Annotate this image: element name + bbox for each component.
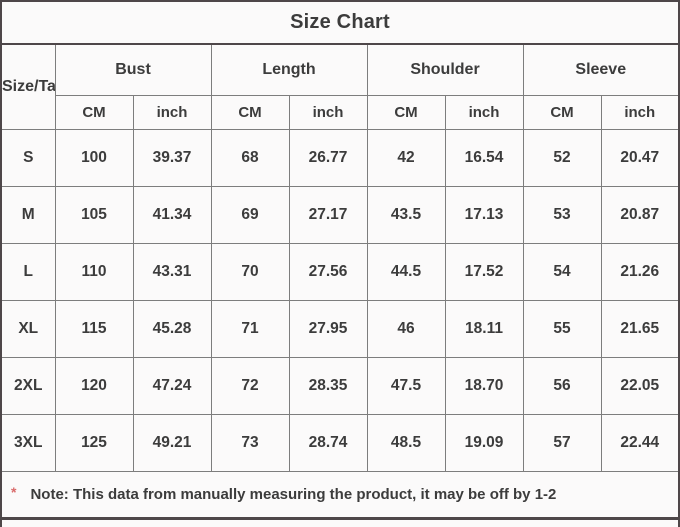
measurement-cell: 28.35 [288,357,368,415]
measurement-cell: 43.31 [132,243,212,301]
unit-header-length-cm: CM [210,95,290,130]
measurement-cell: 120 [54,357,134,415]
group-header-sleeve: Sleeve [522,43,680,96]
table-row: S 100 39.37 68 26.77 42 16.54 52 20.47 [0,129,680,187]
measurement-cell: 47.5 [366,357,446,415]
measurement-cell: 27.17 [288,186,368,244]
measurement-cell: 45.28 [132,300,212,358]
measurement-cell: 73 [210,414,290,472]
corner-header-size-tag: Size/Tag [0,43,56,130]
measurement-cell: 26.77 [288,129,368,187]
measurement-cell: 20.47 [600,129,680,187]
unit-header-bust-cm: CM [54,95,134,130]
measurement-cell: 100 [54,129,134,187]
size-label: 3XL [0,414,56,472]
group-header-row: Size/Tag Bust Length Shoulder Sleeve [0,43,680,130]
measurement-cell: 68 [210,129,290,187]
note-cell: * Note: This data from manually measuring… [0,471,680,520]
measurement-cell: 57 [522,414,602,472]
measurement-cell: 18.11 [444,300,524,358]
measurement-cell: 16.54 [444,129,524,187]
measurement-cell: 53 [522,186,602,244]
unit-header-length-inch: inch [288,95,368,130]
measurement-cell: 43.5 [366,186,446,244]
measurement-cell: 54 [522,243,602,301]
table-row: L 110 43.31 70 27.56 44.5 17.52 54 21.26 [0,243,680,301]
measurement-cell: 42 [366,129,446,187]
unit-header-sleeve-cm: CM [522,95,602,130]
measurement-cell: 22.44 [600,414,680,472]
measurement-cell: 27.95 [288,300,368,358]
measurement-cell: 110 [54,243,134,301]
measurement-cell: 20.87 [600,186,680,244]
table-row: 3XL 125 49.21 73 28.74 48.5 19.09 57 22.44 [0,414,680,472]
measurement-cell: 48.5 [366,414,446,472]
measurement-cell: 105 [54,186,134,244]
asterisk-icon: * [11,484,17,500]
measurement-cell: 39.37 [132,129,212,187]
measurement-cell: 72 [210,357,290,415]
unit-header-shoulder-inch: inch [444,95,524,130]
measurement-cell: 21.65 [600,300,680,358]
unit-header-shoulder-cm: CM [366,95,446,130]
title-row: Size Chart [0,0,680,45]
measurement-cell: 47.24 [132,357,212,415]
size-label: M [0,186,56,244]
table-row: M 105 41.34 69 27.17 43.5 17.13 53 20.87 [0,186,680,244]
table-row: 2XL 120 47.24 72 28.35 47.5 18.70 56 22.05 [0,357,680,415]
measurement-cell: 27.56 [288,243,368,301]
measurement-cell: 19.09 [444,414,524,472]
size-label: XL [0,300,56,358]
measurement-cell: 125 [54,414,134,472]
measurement-cell: 70 [210,243,290,301]
measurement-cell: 49.21 [132,414,212,472]
group-header-bust: Bust [54,43,212,96]
measurement-cell: 71 [210,300,290,358]
size-rows-body: S 100 39.37 68 26.77 42 16.54 52 20.47 M 105 41.34 6… [0,129,680,472]
measurement-cell: 17.13 [444,186,524,244]
measurement-cell: 41.34 [132,186,212,244]
measurement-cell: 56 [522,357,602,415]
measurement-cell: 28.74 [288,414,368,472]
clipped-spacer-row [1,518,679,527]
group-header-length: Length [210,43,368,96]
measurement-cell: 18.70 [444,357,524,415]
note-text: Note: This data from manually measuring … [30,486,557,503]
measurement-cell: 21.26 [600,243,680,301]
unit-header-sleeve-inch: inch [600,95,680,130]
size-label: S [0,129,56,187]
measurement-cell: 46 [366,300,446,358]
measurement-cell: 44.5 [366,243,446,301]
measurement-cell: 17.52 [444,243,524,301]
size-label: L [0,243,56,301]
unit-header-bust-inch: inch [132,95,212,130]
measurement-cell: 115 [54,300,134,358]
unit-header-row: CM inch CM inch CM inch CM inch [1,95,680,130]
measurement-cell: 22.05 [600,357,680,415]
measurement-cell: 52 [522,129,602,187]
note-row: * Note: This data from manually measuring… [0,471,680,520]
table-row: XL 115 45.28 71 27.95 46 18.11 55 21.65 [0,300,680,358]
measurement-cell: 69 [210,186,290,244]
measurement-cell: 55 [522,300,602,358]
group-header-shoulder: Shoulder [366,43,524,96]
page-title: Size Chart [0,0,680,45]
size-label: 2XL [0,357,56,415]
